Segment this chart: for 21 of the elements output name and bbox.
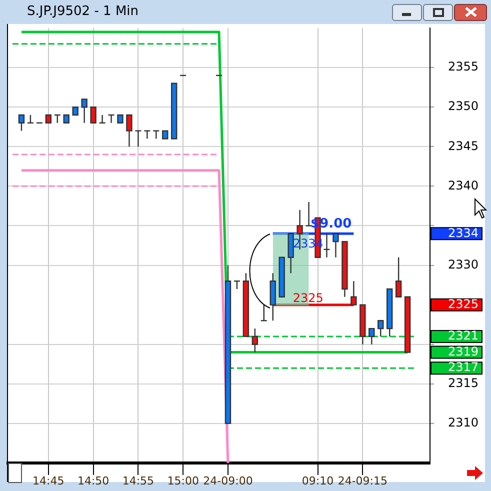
y-tick-label: 2350 (448, 99, 479, 114)
y-tick-label: 2330 (448, 257, 479, 272)
x-tick-label: 15:00 (167, 474, 199, 488)
x-tick-label: 14:55 (122, 474, 154, 488)
x-tick-label: 14:45 (32, 474, 64, 488)
y-tick-label: 2317 (448, 360, 479, 374)
x-tick-label: 14:50 (77, 474, 110, 488)
y-tick-label: 2345 (448, 138, 479, 153)
y-tick-label: 2334 (448, 226, 479, 240)
y-tick-label: 2325 (448, 296, 479, 311)
x-tick-label: 09:10 (302, 474, 334, 488)
x-tick-label: 24-09:00 (203, 474, 253, 488)
annotation: 2325 (292, 290, 324, 305)
y-tick-label: 2355 (448, 60, 479, 74)
y-tick-label: 2310 (448, 416, 479, 430)
y-tick-label: 2340 (448, 178, 479, 192)
chart-title: S.JP.J9502 - 1 Min (27, 4, 139, 19)
x-tick-label: 24-09:15 (338, 474, 388, 488)
y-tick-label: 2315 (448, 376, 479, 390)
y-tick-label: 2319 (448, 344, 479, 358)
y-tick-label: 2321 (448, 328, 479, 343)
